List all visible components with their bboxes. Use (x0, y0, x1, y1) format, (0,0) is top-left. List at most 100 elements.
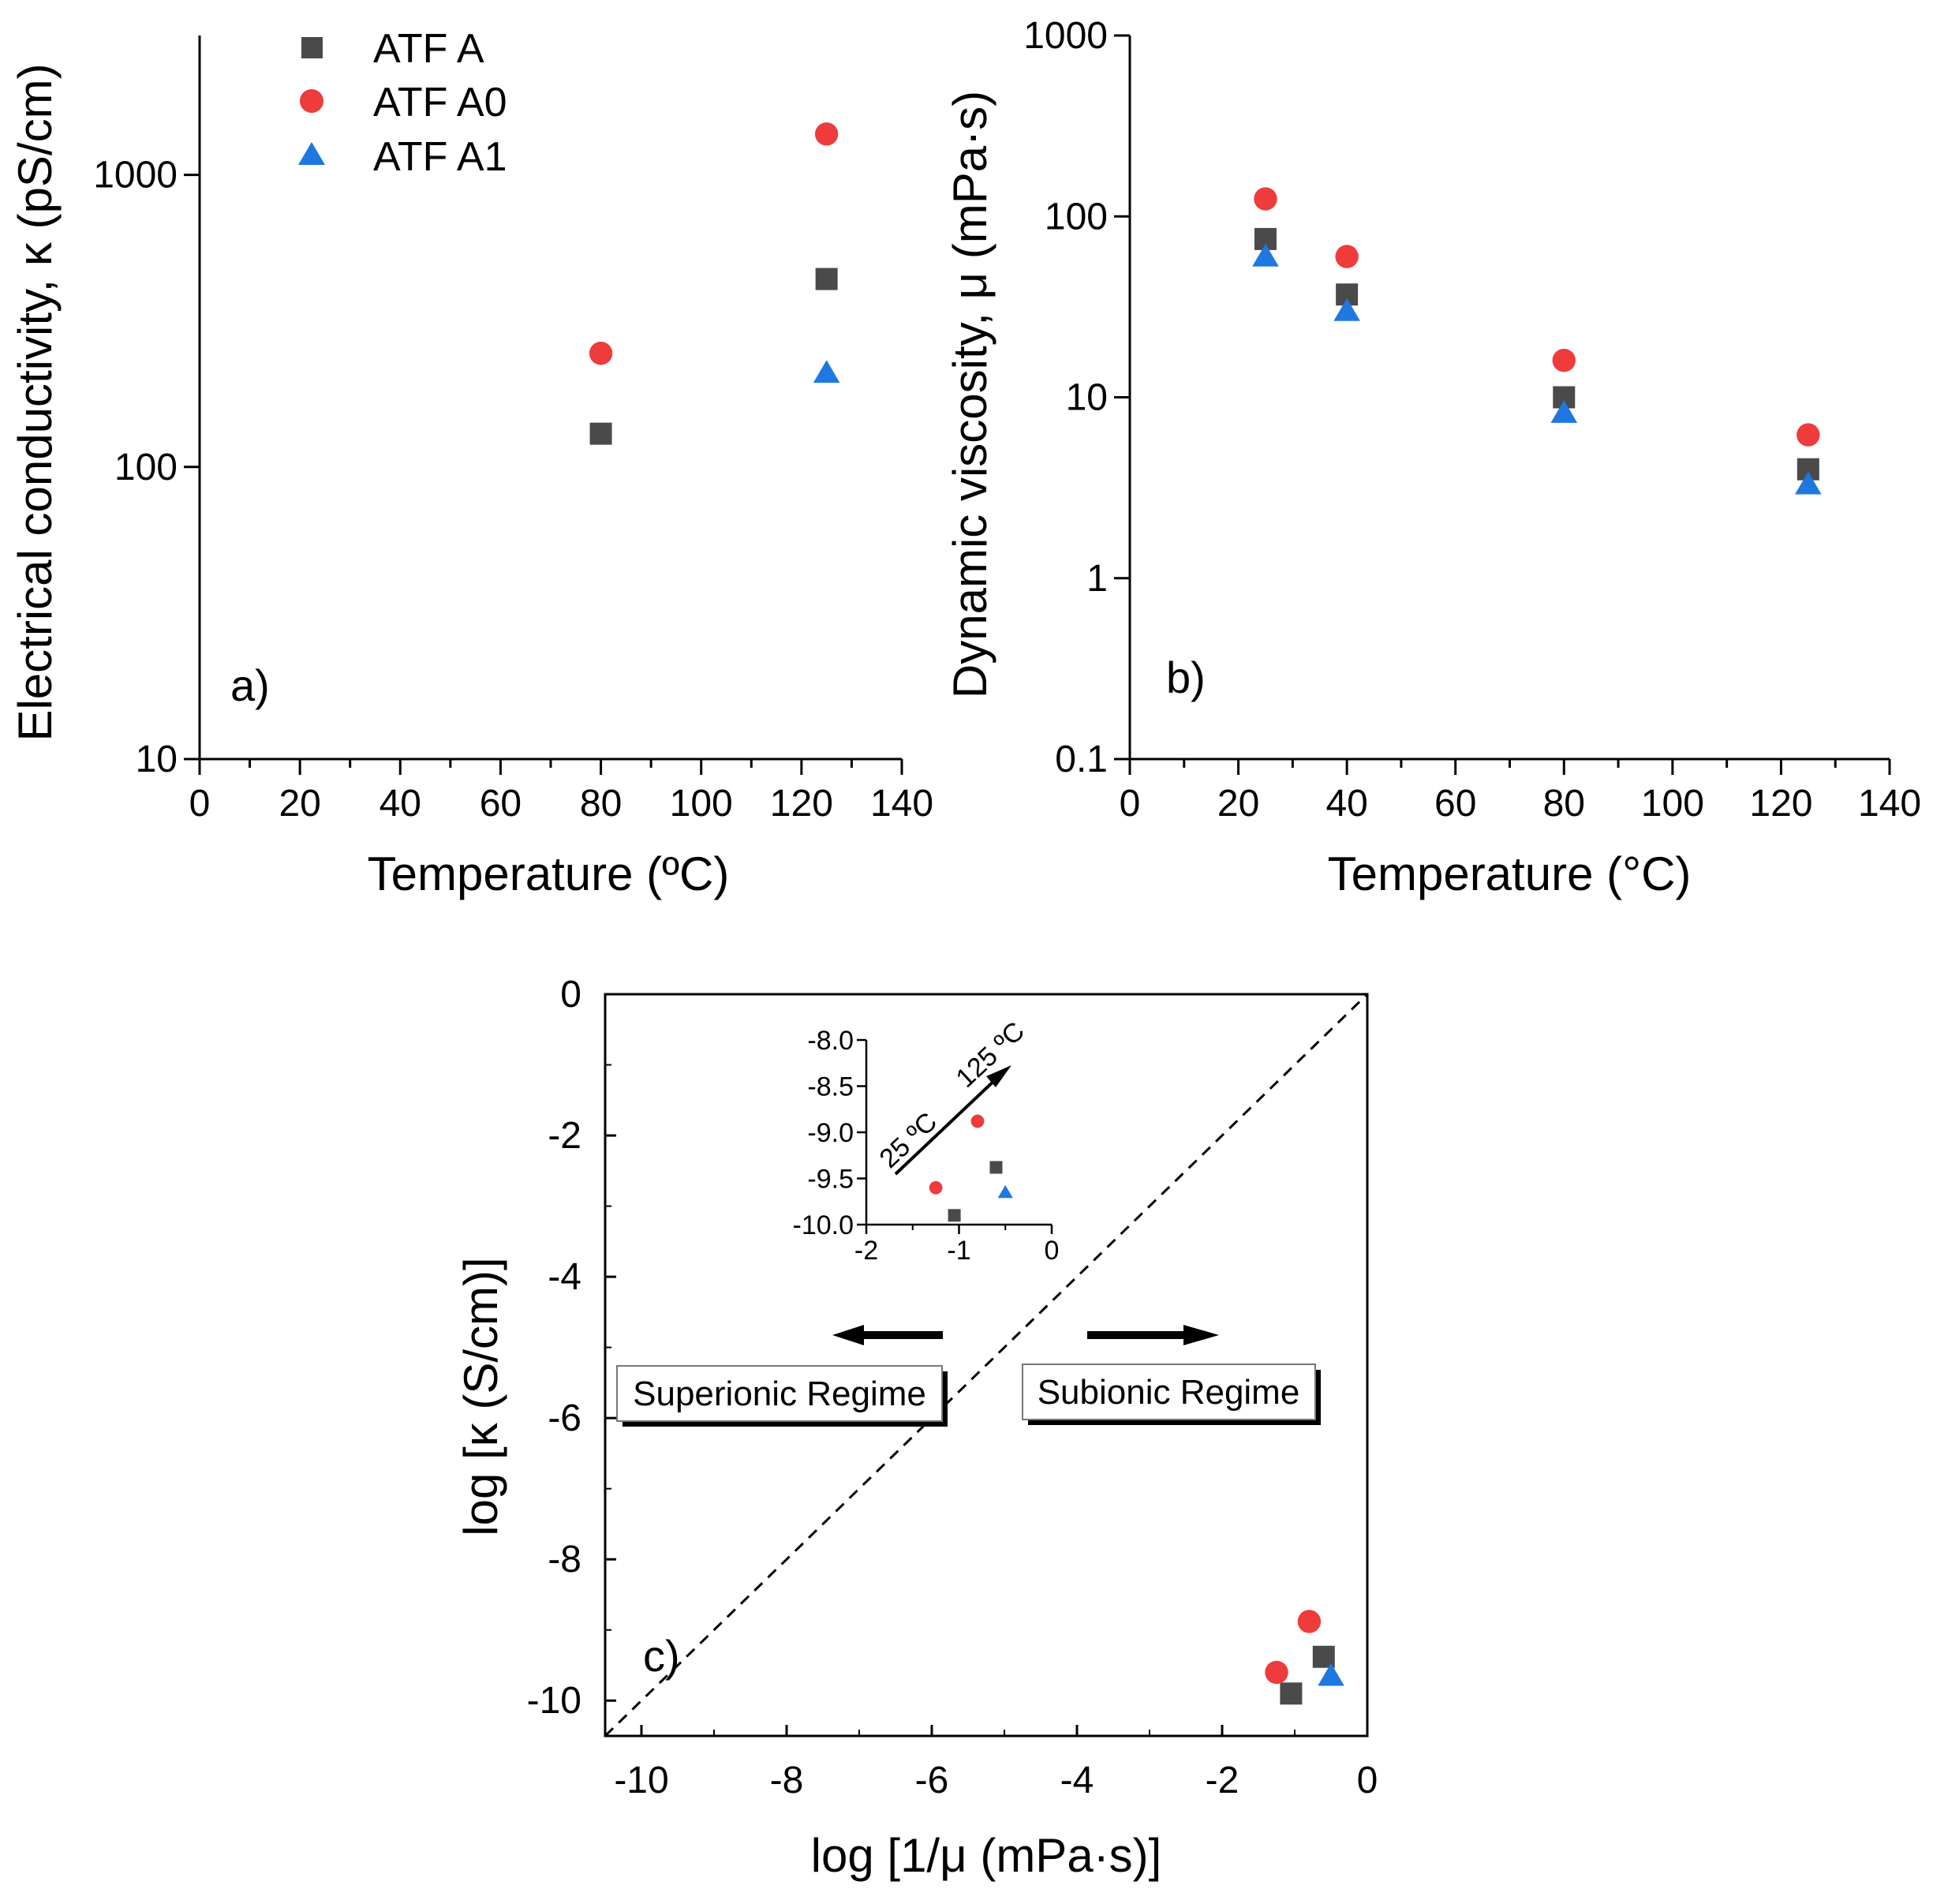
panel-b-point-atf-a0 (1254, 187, 1277, 211)
panel-b-ylabel: Dynamic viscosity, μ (mPa·s) (944, 91, 996, 698)
inset-x-tick-label: -1 (947, 1236, 970, 1266)
legend-marker-atf-a0 (300, 89, 323, 113)
panel-b-point-atf-a1 (1550, 400, 1578, 423)
inset-y-tick-label: -9.5 (807, 1165, 854, 1195)
inset-point-atf-a (989, 1161, 1003, 1174)
panel-b-axes: 0 20 40 60 80 100 120 140 0.1 1 10 100 1000 (1023, 15, 1921, 825)
inset-point-atf-a0 (970, 1114, 985, 1128)
panel-a-point-atf-a0 (589, 342, 613, 365)
superionic-box (616, 1365, 943, 1422)
panel-c-xlabel: log [1/μ (mPa·s)] (811, 1829, 1162, 1882)
panel-b-x-tick-label: 120 (1749, 783, 1812, 825)
panel-b-x-tick-label: 20 (1217, 783, 1259, 825)
panel-a-point-atf-a (815, 267, 838, 290)
panel-b-y-tick-label: 10 (1066, 377, 1108, 419)
legend-label-atf-a0: ATF A0 (373, 80, 507, 125)
panel-b-points (1252, 187, 1822, 495)
inset-y-tick-label: -9.0 (807, 1118, 854, 1148)
panel-b-xlabel: Temperature (°C) (1328, 847, 1692, 900)
panel-b-y-tick-label: 100 (1045, 196, 1108, 238)
panel-c-y-tick-label: -6 (548, 1397, 581, 1439)
panel-a-y-tick-label: 10 (136, 739, 178, 780)
panel-a-x-tick-label: 60 (480, 783, 522, 825)
panel-a-xlabel: Temperature (ºC) (368, 847, 730, 900)
legend-marker-atf-a1 (298, 142, 325, 165)
inset-y-tick-label: -10.0 (793, 1210, 854, 1240)
inset-point-atf-a0 (929, 1180, 943, 1195)
panel-b-x-tick-label: 80 (1543, 783, 1585, 825)
panel-a-point-atf-a1 (813, 360, 840, 383)
inset-axes: -2 -1 0 -10.0 -9.5 -9.0 -8.5 -8.0 (793, 1026, 1060, 1266)
panel-b-x-tick-label: 140 (1858, 783, 1921, 825)
panel-b-x-tick-label: 0 (1120, 783, 1141, 825)
panel-a-x-tick-label: 80 (580, 783, 622, 825)
panel-b-y-tick-label: 1 (1086, 558, 1108, 600)
panel-c-label: c) (643, 1631, 680, 1681)
panel-c-frame (604, 993, 1369, 1738)
panel-b-point-atf-a1 (1252, 244, 1279, 267)
subionic-regime-box: Subionic Regime (1022, 1363, 1321, 1425)
inset-plot: -2 -1 0-10.0-9.5-9.0-8.5-8.0 25 ºC 125 ºC (793, 1016, 1060, 1266)
panel-a-points (589, 122, 840, 445)
panel-c-x-tick-label: -2 (1206, 1760, 1239, 1801)
panel-b-point-atf-a0 (1335, 245, 1359, 268)
panel-b-viscosity: 0 20 40 60 80 100 120 140 0.1 1 10 100 1000 b) Tempe… (944, 15, 1921, 900)
panel-c-point-atf-a0 (1265, 1660, 1288, 1685)
panel-c-point-atf-a1 (1318, 1663, 1344, 1686)
subionic-arrow-icon (1183, 1325, 1219, 1345)
panel-a-x-tick-label: 100 (670, 783, 733, 825)
panel-c-y-tick-label: -10 (527, 1680, 581, 1722)
panel-a-x-tick-label: 40 (379, 783, 421, 825)
panel-b-x-tick-label: 40 (1325, 783, 1367, 825)
panel-b-point-atf-a1 (1795, 471, 1822, 495)
panel-a-y-tick-label: 100 (114, 447, 178, 488)
inset-arrowhead-icon (986, 1065, 1011, 1087)
panel-b-point-atf-a0 (1797, 423, 1820, 447)
panel-c-point-atf-a0 (1297, 1610, 1322, 1633)
panel-b-x-tick-label: 100 (1641, 783, 1704, 825)
panel-a-x-tick-label: 120 (770, 783, 833, 825)
panel-a-point-atf-a0 (814, 122, 839, 146)
inset-point-atf-a1 (997, 1184, 1013, 1199)
panel-a-ylabel: Electrical conductivity, κ (pS/cm) (9, 63, 62, 741)
inset-points (929, 1114, 1013, 1222)
inset-y-tick-label: -8.5 (807, 1072, 854, 1102)
panel-c-x-tick-label: -10 (614, 1760, 668, 1801)
inset-label-125c: 125 ºC (951, 1016, 1030, 1094)
inset-x-tick-label: 0 (1045, 1236, 1060, 1266)
legend-label-atf-a: ATF A (373, 26, 484, 72)
panel-c-x-tick-label: -8 (770, 1760, 804, 1801)
panel-a-x-tick-label: 20 (279, 783, 320, 825)
panel-c-y-tick-label: 0 (560, 974, 581, 1016)
legend-label-atf-a1: ATF A1 (373, 134, 507, 180)
superionic-regime-label: Superionic Regime (633, 1375, 926, 1413)
panel-b-point-atf-a0 (1552, 349, 1576, 372)
reference-line-y-equals-x (604, 993, 1369, 1738)
panel-b-x-tick-label: 60 (1434, 783, 1476, 825)
panel-c-point-atf-a (1280, 1682, 1303, 1705)
subionic-box (1022, 1363, 1316, 1420)
inset-y-tick-label: -8.0 (807, 1026, 854, 1056)
panel-a-label: a) (230, 660, 270, 710)
panel-a-x-tick-label: 0 (189, 783, 211, 825)
panel-c-axes: -10 -8 -6 -4 -2 0-10-8-6-4-20 (527, 974, 1378, 1801)
panel-a-point-atf-a (589, 422, 612, 445)
panel-c-points (1265, 1610, 1344, 1705)
panel-a-x-tick-label: 140 (870, 783, 933, 825)
legend: ATF A ATF A0 ATF A1 (298, 26, 507, 180)
panel-b-point-atf-a1 (1333, 298, 1360, 321)
panel-a-axes: 0 20 40 60 80 100 120 140 10 100 1000 (93, 36, 933, 825)
panel-c-y-tick-label: -4 (548, 1256, 581, 1298)
inset-point-atf-a (948, 1209, 961, 1222)
panel-b-y-tick-label: 0.1 (1055, 739, 1108, 780)
panel-a-conductivity: 0 20 40 60 80 100 120 140 10 100 1000 a) Temperatu… (9, 26, 933, 900)
panel-c-ylabel: log [κ (S/cm)] (454, 1257, 507, 1536)
panel-c-x-tick-label: 0 (1357, 1760, 1378, 1801)
panel-c-x-tick-label: -6 (915, 1760, 949, 1801)
inset-trend-arrow (894, 1075, 1000, 1176)
panel-c-y-tick-label: -8 (548, 1539, 581, 1580)
panel-c-y-tick-label: -2 (548, 1115, 581, 1157)
superionic-arrow-icon (832, 1325, 864, 1345)
panel-a-y-tick-label: 1000 (93, 155, 178, 196)
